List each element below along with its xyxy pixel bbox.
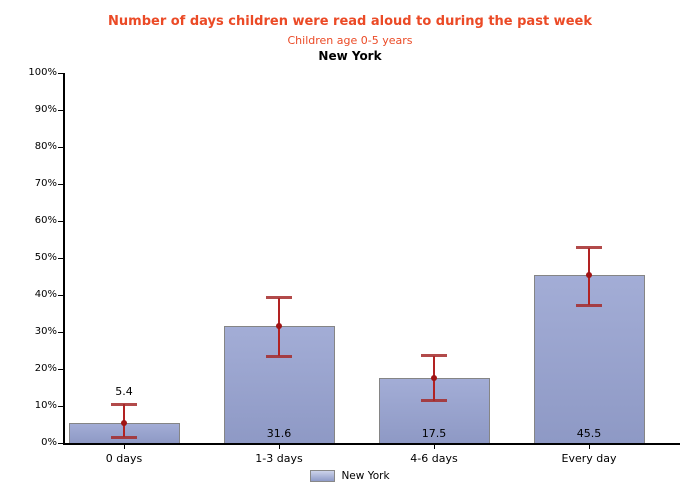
chart-subtitle: Children age 0-5 years: [287, 34, 413, 47]
x-axis-tick: [278, 445, 280, 449]
bar-value-label: 5.4: [115, 385, 133, 399]
x-axis-category-label: 1-3 days: [255, 452, 303, 465]
y-axis-tick-label: 100%: [28, 67, 57, 78]
y-axis-tick: [58, 295, 63, 296]
y-axis-tick: [58, 332, 63, 333]
y-axis-tick-label: 20%: [34, 363, 57, 374]
error-bar-cap-bottom: [576, 303, 602, 307]
legend-swatch-icon: [310, 470, 336, 482]
error-bar-dot: [121, 420, 127, 427]
error-bar-cap-top: [421, 354, 447, 358]
error-bar-cap-top: [266, 296, 292, 300]
x-axis-tick: [433, 445, 435, 449]
legend-label: New York: [341, 470, 390, 482]
y-axis-tick-label: 70%: [34, 178, 57, 189]
x-axis-tick: [123, 445, 125, 449]
y-axis-tick: [58, 443, 63, 444]
error-bar-cap-bottom: [111, 435, 137, 439]
y-axis-tick-label: 60%: [34, 215, 57, 226]
y-axis-tick: [58, 110, 63, 111]
chart-location-title: New York: [318, 49, 382, 63]
y-axis-tick: [58, 406, 63, 407]
y-axis-tick-label: 10%: [34, 400, 57, 411]
legend: New York: [0, 470, 700, 482]
error-bar-cap-bottom: [266, 354, 292, 358]
y-axis-tick: [58, 147, 63, 148]
x-axis-category-label: 0 days: [105, 452, 143, 465]
error-bar-cap-top: [576, 246, 602, 250]
y-axis-tick: [58, 221, 63, 222]
error-bar-dot: [431, 375, 437, 382]
bar-value-label: 17.5: [421, 427, 447, 440]
y-axis-tick-label: 30%: [34, 326, 57, 337]
y-axis-tick: [58, 258, 63, 259]
x-axis-tick: [588, 445, 590, 449]
y-axis-tick: [58, 369, 63, 370]
y-axis-tick: [58, 73, 63, 74]
x-axis-category-label: Every day: [561, 452, 617, 465]
x-axis-category-label: 4-6 days: [410, 452, 458, 465]
y-axis-tick-label: 80%: [34, 141, 57, 152]
error-bar-dot: [276, 323, 282, 330]
error-bar-cap-bottom: [421, 399, 447, 403]
error-bar-cap-top: [111, 402, 137, 406]
y-axis-tick-label: 90%: [34, 104, 57, 115]
chart-title: Number of days children were read aloud …: [108, 14, 592, 29]
bar-value-label: 31.6: [266, 427, 292, 440]
y-axis-tick-label: 50%: [34, 252, 57, 263]
y-axis-tick: [58, 184, 63, 185]
error-bar-dot: [586, 271, 592, 278]
bar-value-label: 45.5: [576, 427, 602, 440]
y-axis-tick-label: 40%: [34, 289, 57, 300]
plot-area: 0% 10% 20% 30% 40% 50% 60% 70% 80% 90% 100% 5.4 0 da…: [28, 67, 680, 465]
y-axis-tick-label: 0%: [41, 437, 57, 448]
